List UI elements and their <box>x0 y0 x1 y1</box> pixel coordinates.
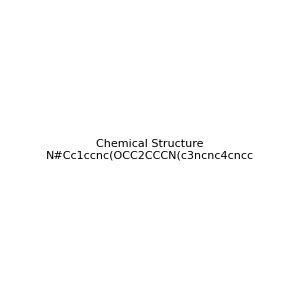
Text: Chemical Structure
N#Cc1ccnc(OCC2CCCN(c3ncnc4cncc: Chemical Structure N#Cc1ccnc(OCC2CCCN(c3… <box>46 139 254 161</box>
